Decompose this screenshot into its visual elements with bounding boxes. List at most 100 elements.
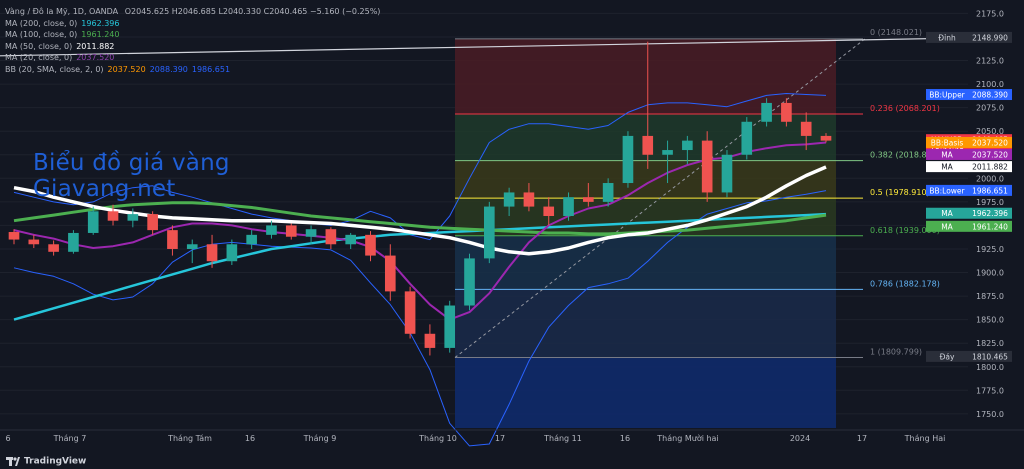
price-tag-value-bg [968, 161, 1012, 173]
price-tag-value-bg [968, 207, 1012, 219]
indicator-value: 2037.520 [107, 64, 146, 74]
brand-name: TradingView [24, 456, 87, 466]
price-tag-value: 2011.882 [972, 163, 1008, 172]
price-tick-label: 2125.0 [976, 57, 1004, 66]
candle-body [464, 258, 475, 306]
price-tag-label: MA [941, 150, 953, 159]
candle-body [721, 154, 733, 193]
fib-level-label: 0.382 (2018.820) [870, 151, 940, 160]
price-tick-label: 1900.0 [976, 269, 1004, 278]
price-tick-label: 1975.0 [976, 198, 1004, 207]
candle-body [167, 230, 178, 249]
price-tag-label: MA [941, 209, 953, 218]
indicator-row[interactable]: MA (50, close, 0) 2011.882 [5, 41, 380, 53]
candle-body [820, 135, 832, 141]
fib-zone [455, 38, 836, 115]
candle-body [8, 232, 20, 240]
indicator-row[interactable]: MA (20, close, 0) 2037.520 [5, 52, 380, 64]
candle-body [761, 102, 772, 122]
indicator-value: 1986.651 [191, 64, 231, 74]
price-tick-label: 2100.0 [976, 80, 1004, 89]
candle-body [662, 150, 673, 155]
candle-body [602, 183, 614, 202]
ohlc-values: O2045.625 H2046.685 L2040.330 C2040.465 … [124, 7, 381, 16]
time-tick-label: 2024 [790, 434, 810, 443]
candle-body [543, 206, 555, 216]
price-tick-label: 1825.0 [976, 339, 1004, 348]
indicator-legend: Vàng / Đô la Mỹ, 1D, OANDA O2045.625 H20… [5, 6, 380, 75]
price-tag-value-bg [968, 350, 1012, 362]
indicator-row[interactable]: BB (20, SMA, close, 2, 0) 2037.520 2088.39… [5, 64, 380, 76]
price-tick-label: 1850.0 [976, 316, 1004, 325]
price-tick-label: 1875.0 [976, 292, 1004, 301]
price-tag-label: Đáy [940, 352, 955, 361]
candle-body [285, 225, 297, 237]
time-tick-label: Tháng Mười hai [656, 433, 718, 443]
fib-level-label: 1 (1809.799) [870, 348, 922, 357]
price-tag-value-bg [968, 31, 1012, 43]
indicator-row[interactable]: MA (200, close, 0) 1962.396 [5, 18, 380, 30]
price-tag-label-bg [926, 207, 968, 219]
price-tag-value-bg [968, 184, 1012, 196]
time-tick-label: 6 [5, 434, 10, 443]
price-tag-label-bg [926, 31, 968, 43]
price-tick-label: 1925.0 [976, 245, 1004, 254]
indicator-label: MA (200, close, 0) [5, 18, 78, 28]
candle-body [186, 244, 198, 249]
fib-trend-line [454, 38, 866, 358]
price-tag-label-bg [926, 136, 968, 148]
time-tick-label: Tháng 10 [418, 434, 457, 443]
price-tick-label: 1800.0 [976, 363, 1004, 372]
candle-body [28, 239, 40, 245]
price-tag-label: BB:Basis [931, 138, 964, 147]
fib-level-label: 0 (2148.021) [870, 28, 922, 37]
candle-body [781, 102, 792, 122]
indicator-value: 2088.390 [149, 64, 188, 74]
price-tick-label: 2050.0 [976, 127, 1004, 136]
price-tag-value: 1810.465 [972, 352, 1008, 361]
indicator-label: MA (20, close, 0) [5, 53, 73, 62]
candle-body [563, 197, 574, 216]
watermark-site: Giavang.net [33, 176, 176, 202]
candle-body [325, 229, 337, 245]
tradingview-logo[interactable]: TradingView [6, 456, 87, 466]
price-tick-label: 1750.0 [976, 410, 1004, 419]
fib-level-label: 0.618 (1939.000) [870, 226, 940, 235]
indicator-label: BB (20, SMA, close, 2, 0) [5, 64, 104, 74]
price-tag-value-bg [968, 148, 1012, 160]
price-tag-label: MA [941, 163, 953, 172]
time-tick-label: Tháng 9 [303, 434, 337, 443]
ma20-line [13, 141, 827, 321]
indicator-row[interactable]: MA (100, close, 0) 1961.240 [5, 29, 380, 41]
trend-line [0, 37, 969, 57]
price-tag-label-bg [926, 161, 968, 173]
candle-body [365, 234, 376, 256]
candle-body [48, 244, 59, 252]
price-tag-label: Đỉnh [938, 33, 956, 42]
time-tick-label: 17 [857, 434, 867, 443]
symbol-row: Vàng / Đô la Mỹ, 1D, OANDA O2045.625 H20… [5, 6, 380, 18]
price-tag-label-bg [926, 148, 968, 160]
candle-body [68, 232, 79, 252]
price-tick-label: 2000.0 [976, 174, 1004, 183]
price-tag-label-bg [926, 89, 968, 101]
time-tick-label: 16 [245, 434, 255, 443]
time-tick-label: Tháng 7 [53, 434, 87, 443]
fib-level-label: 0.236 (2068.201) [870, 104, 940, 113]
time-tick-label: Tháng 11 [543, 434, 582, 443]
indicator-label: MA (50, close, 0) [5, 41, 73, 51]
price-tag-value-bg [968, 220, 1012, 232]
time-tick-label: Tháng Tám [167, 434, 212, 443]
price-tag-label-bg [926, 220, 968, 232]
price-tag-value: 2037.520 [972, 138, 1008, 147]
candle-body [424, 333, 436, 348]
time-tick-label: 17 [495, 434, 505, 443]
price-tag-value: 1961.240 [972, 222, 1008, 231]
watermark-title: Biểu đồ giá vàng [33, 150, 230, 176]
candle-body [305, 229, 317, 237]
fib-level-label: 0.786 (1882.178) [870, 279, 940, 288]
candle-body [87, 211, 99, 233]
candle-body [642, 135, 654, 155]
candle-body [345, 234, 356, 245]
